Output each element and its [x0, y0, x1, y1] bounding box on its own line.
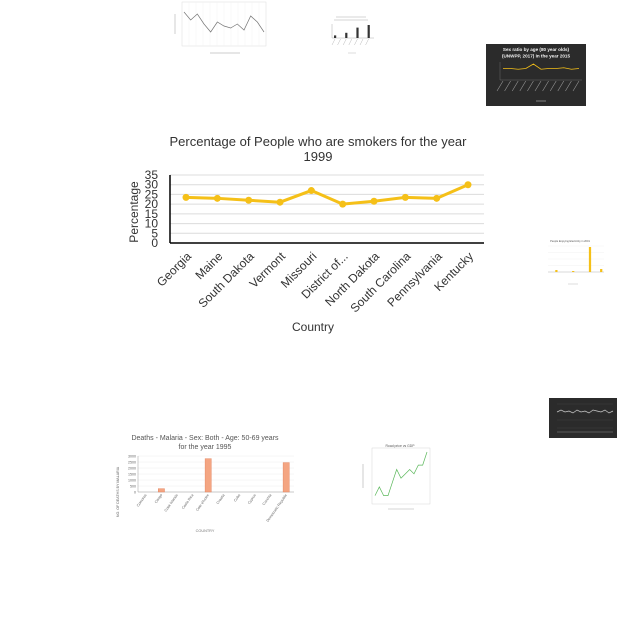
malaria-y-tick: 500: [130, 485, 136, 489]
main-chart-svg: Percentage of People who are smokers for…: [127, 134, 484, 334]
tm-bar: [356, 27, 359, 38]
tm-x-tick-mark: [365, 38, 369, 46]
electricity-title: People Enjoying Electricity in 2001: [550, 239, 590, 243]
el-bar: [600, 269, 603, 272]
data-point: [307, 187, 315, 195]
sex-ratio-title-line: (UNWPP, 2017) in the year 2015: [502, 54, 571, 59]
tm-bar: [367, 25, 370, 38]
sex-ratio-line: [503, 63, 580, 70]
data-point: [339, 200, 347, 208]
malaria-title-line: for the year 1995: [179, 444, 232, 451]
malaria-x-tick: Cuba: [233, 493, 241, 502]
malaria-y-label: NO. OF DEATHS BY MALARIA: [116, 466, 120, 517]
sex-ratio-x-tick-mark: [549, 80, 557, 92]
road-price-chart-svg: Road price vs GDP: [362, 444, 431, 510]
malaria-bar: [158, 488, 165, 493]
sex-ratio-x-tick-mark: [572, 80, 580, 92]
dark-series-line: [556, 409, 614, 414]
road-title: Road price vs GDP: [385, 444, 415, 448]
y-tick-label: 5: [151, 226, 158, 240]
malaria-y-tick: 0: [134, 491, 136, 495]
sex-ratio-x-tick-mark: [496, 80, 504, 92]
malaria-x-tick: Cyprus: [247, 493, 257, 505]
y-tick-label: 30: [145, 178, 159, 192]
data-point: [433, 194, 441, 202]
tm-x-tick-mark: [359, 38, 364, 46]
malaria-x-tick: Costa Rica: [181, 493, 194, 510]
sex-ratio-x-tick-mark: [534, 80, 542, 92]
sex-ratio-chart-svg: Sex ratio by age (80 year olds) (UNWPP, 2…: [496, 47, 582, 102]
main-chart: Percentage of People who are smokers for…: [118, 128, 498, 338]
tm-x-tick-mark: [331, 38, 336, 46]
chart-title-line: Percentage of People who are smokers for…: [170, 134, 468, 149]
y-tick-label: 10: [145, 217, 159, 231]
tm-x-tick-mark: [354, 38, 358, 46]
thumb-bar-chart-electricity: People Enjoying Electricity in 2001: [540, 238, 606, 290]
malaria-y-tick: 1500: [128, 473, 136, 477]
sex-ratio-x-tick-mark: [504, 80, 511, 92]
tm-x-tick-mark: [348, 38, 353, 46]
malaria-chart-svg: Deaths - Malaria - Sex: Both - Age: 50-6…: [116, 435, 294, 533]
sex-ratio-x-tick-mark: [565, 80, 572, 92]
malaria-x-tick: Congo: [154, 493, 163, 504]
sex-ratio-title-line: Sex ratio by age (80 year olds): [503, 47, 570, 52]
thumb-bar-chart-svg: [331, 16, 374, 54]
malaria-bar-chart: Deaths - Malaria - Sex: Both - Age: 50-6…: [112, 430, 298, 536]
thumb-line-chart-svg: [174, 1, 267, 54]
road-line: [374, 451, 428, 496]
sex-ratio-x-tick-mark: [519, 80, 527, 92]
y-axis-label: Percentage: [127, 181, 141, 243]
road-plot-frame: [371, 447, 431, 505]
chart-title-line: 1999: [304, 149, 333, 164]
el-bar: [555, 270, 558, 272]
data-point: [276, 198, 284, 206]
malaria-bar: [204, 458, 212, 493]
thumb-dark-chart-lower-right: [549, 398, 617, 438]
x-tick-label: Georgia: [154, 249, 194, 289]
el-bar: [588, 247, 592, 272]
malaria-y-tick: 2500: [128, 461, 136, 465]
y-tick-label: 0: [151, 236, 158, 250]
malaria-y-tick: 1000: [128, 479, 136, 483]
data-point: [401, 193, 409, 201]
tm-x-tick-mark: [337, 38, 341, 46]
malaria-x-tick: Cote d'Ivoire: [195, 493, 210, 512]
malaria-y-tick: 2000: [128, 467, 136, 471]
malaria-x-tick: Croatia: [216, 493, 226, 505]
tl-series-line: [183, 11, 265, 33]
road-price-line-chart: Road price vs GDP: [358, 440, 434, 512]
y-tick-label: 20: [145, 197, 159, 211]
data-point: [245, 196, 253, 204]
malaria-x-tick: Cook Islands: [164, 493, 179, 512]
thumb-line-chart-top-left: [170, 0, 270, 58]
y-tick-label: 25: [145, 187, 159, 201]
data-point: [370, 197, 378, 205]
malaria-y-tick: 3000: [128, 455, 136, 459]
data-point: [182, 193, 190, 201]
malaria-x-tick: Comoros: [136, 493, 148, 507]
thumb-dark-chart-sex-ratio: Sex ratio by age (80 year olds) (UNWPP, 2…: [486, 44, 586, 106]
y-tick-label: 35: [145, 168, 159, 182]
dark-line-chart-svg: [556, 403, 614, 433]
series-line: [185, 183, 469, 206]
x-axis-label: Country: [292, 320, 334, 334]
thumb-bar-chart-top-middle: [322, 14, 380, 58]
malaria-x-label: COUNTRY: [196, 529, 215, 533]
malaria-bar: [282, 462, 290, 493]
sex-ratio-x-tick-mark: [542, 80, 549, 92]
tm-x-tick-mark: [342, 38, 347, 46]
sex-ratio-x-tick-mark: [527, 80, 534, 92]
electricity-chart-svg: People Enjoying Electricity in 2001: [548, 239, 604, 285]
y-tick-label: 15: [145, 207, 159, 221]
data-point: [464, 181, 472, 189]
data-point: [213, 194, 221, 202]
malaria-x-tick: Czechia: [262, 493, 273, 506]
sex-ratio-x-tick-mark: [511, 80, 519, 92]
malaria-title-line: Deaths - Malaria - Sex: Both - Age: 50-6…: [131, 435, 279, 442]
el-bar: [572, 271, 575, 272]
tm-bar: [334, 35, 337, 38]
sex-ratio-x-tick-mark: [557, 80, 565, 92]
tm-bar: [345, 32, 348, 38]
